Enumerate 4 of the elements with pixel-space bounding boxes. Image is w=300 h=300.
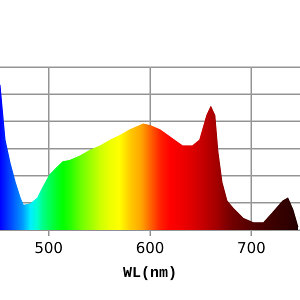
x-tick-label: 500	[34, 238, 63, 257]
x-tick-label: 700	[237, 238, 266, 257]
x-tick-label: 600	[136, 238, 164, 257]
x-axis-title: WL(nm)	[122, 264, 178, 282]
